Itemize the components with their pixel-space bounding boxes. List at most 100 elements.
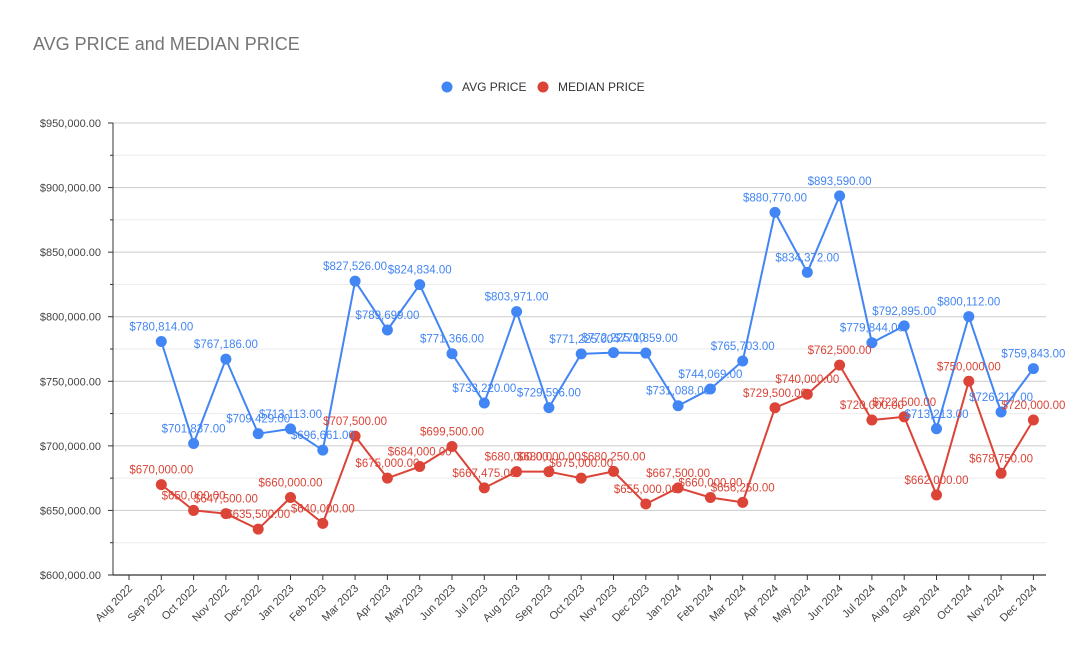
median-price-point [511, 466, 523, 478]
median-price-data-label: $762,500.00 [808, 345, 872, 357]
avg-price-data-label: $713,113.00 [259, 409, 322, 421]
avg-price-point [608, 347, 619, 359]
x-tick-label: Jun 2024 [805, 583, 845, 623]
y-tick-label: $900,000.00 [40, 183, 101, 195]
avg-price-data-label: $880,770.00 [743, 192, 807, 204]
avg-price-data-label: $771,859.00 [614, 333, 678, 345]
avg-price-data-label: $893,590.00 [808, 176, 872, 188]
y-tick-label: $800,000.00 [40, 312, 101, 324]
avg-price-point [931, 423, 942, 435]
median-price-data-label: $635,500.00 [226, 509, 290, 521]
avg-price-data-label: $759,843.00 [1001, 349, 1065, 361]
series-layer [155, 190, 1039, 535]
avg-price-point [1027, 363, 1039, 375]
avg-price-point [737, 355, 749, 367]
median-price-data-label: $680,000.00 [485, 452, 549, 464]
avg-price-point [834, 190, 846, 202]
avg-price-data-label: $767,186.00 [194, 339, 258, 351]
avg-price-data-label: $772,225.00 [582, 333, 646, 345]
median-price-data-label: $675,000.00 [549, 458, 613, 470]
y-tick-label: $600,000.00 [40, 570, 101, 582]
avg-price-point [898, 320, 910, 332]
median-price-data-label: $750,000.00 [937, 361, 1001, 373]
avg-price-data-label: $771,366.00 [420, 334, 484, 346]
median-price-point [285, 492, 296, 504]
median-price-point [866, 414, 878, 426]
avg-price-point [963, 311, 975, 323]
legend-marker-median-price [537, 81, 549, 93]
median-price-data-label: $720,000.00 [840, 400, 904, 412]
median-price-point [478, 482, 490, 494]
avg-price-data-label: $709,429.00 [226, 414, 290, 426]
median-price-data-label: $647,500.00 [194, 494, 258, 506]
median-price-point [834, 359, 846, 371]
median-price-point [769, 402, 781, 414]
avg-price-data-label: $729,596.00 [517, 388, 581, 400]
median-price-data-label: $707,500.00 [323, 416, 387, 428]
y-tick-label: $700,000.00 [40, 441, 101, 453]
median-price-data-label: $680,250.00 [582, 451, 646, 463]
avg-price-point [672, 400, 684, 412]
median-price-data-label: $655,000.00 [614, 484, 678, 496]
median-price-point [381, 472, 393, 484]
median-price-data-label: $650,000.00 [162, 490, 226, 502]
y-tick-label: $850,000.00 [40, 247, 101, 259]
median-price-point [446, 441, 458, 453]
median-price-point [188, 504, 200, 516]
median-price-data-label: $722,500.00 [872, 397, 936, 409]
avg-price-data-label: $800,112.00 [937, 297, 1000, 309]
y-tick-label: $750,000.00 [40, 376, 101, 388]
median-price-data-label: $667,500.00 [646, 468, 710, 480]
median-price-data-label: $670,000.00 [129, 465, 193, 477]
median-price-data-label: $660,000.00 [678, 478, 742, 490]
median-price-point [1027, 414, 1039, 426]
median-price-data-label: $729,500.00 [743, 388, 807, 400]
avg-price-data-label: $827,526.00 [323, 261, 387, 273]
avg-price-point [317, 444, 329, 456]
median-price-point [704, 492, 716, 504]
legend: AVG PRICE MEDIAN PRICE [441, 80, 645, 94]
median-price-data-label: $662,000.00 [905, 475, 969, 487]
median-price-point [995, 467, 1007, 479]
median-price-point [155, 479, 167, 491]
median-price-point [640, 498, 652, 510]
avg-price-data-label: $733,220.00 [452, 383, 516, 395]
median-price-data-label: $699,500.00 [420, 427, 484, 439]
avg-price-point [252, 428, 264, 440]
avg-price-point [995, 406, 1007, 418]
axes: $600,000.00 $650,000.00 $700,000.00 $750,00… [40, 118, 1046, 625]
median-price-data-label: $667,475.00 [452, 468, 516, 480]
avg-price-point [381, 324, 393, 336]
median-price-point [672, 482, 684, 494]
median-price-point [575, 472, 587, 484]
median-price-line [160, 364, 1035, 531]
median-price-point [898, 411, 910, 423]
avg-price-data-label: $792,895.00 [872, 306, 936, 318]
avg-price-point [155, 335, 167, 347]
median-price-point [737, 496, 749, 508]
data-labels: $780,814.00 $701,837.00 $767,186.00 $709,42… [129, 176, 1065, 521]
legend-marker-avg-price [441, 81, 453, 93]
median-price-point [931, 489, 942, 501]
median-price-point [252, 523, 264, 535]
median-price-point [414, 461, 426, 473]
median-price-data-label: $640,000.00 [291, 503, 355, 515]
avg-price-point [478, 397, 490, 409]
avg-price-data-label: $803,971.00 [485, 292, 549, 304]
median-price-data-label: $660,000.00 [259, 478, 323, 490]
avg-price-data-label: $726,217.00 [969, 392, 1033, 404]
y-tick-label: $650,000.00 [40, 505, 101, 517]
avg-price-point [414, 279, 426, 291]
avg-price-data-label: $824,834.00 [388, 265, 452, 277]
median-price-point [317, 517, 329, 529]
median-price-point [608, 465, 619, 477]
avg-price-data-label: $765,703.00 [711, 341, 775, 353]
legend-label-avg-price: AVG PRICE [462, 80, 526, 94]
avg-price-data-label: $779,844.00 [840, 323, 904, 335]
avg-price-point [704, 383, 716, 395]
avg-price-point [640, 347, 652, 359]
avg-price-point [349, 275, 361, 287]
median-price-data-label: $680,000.00 [517, 452, 581, 464]
avg-price-data-label: $731,088.00 [646, 386, 710, 398]
